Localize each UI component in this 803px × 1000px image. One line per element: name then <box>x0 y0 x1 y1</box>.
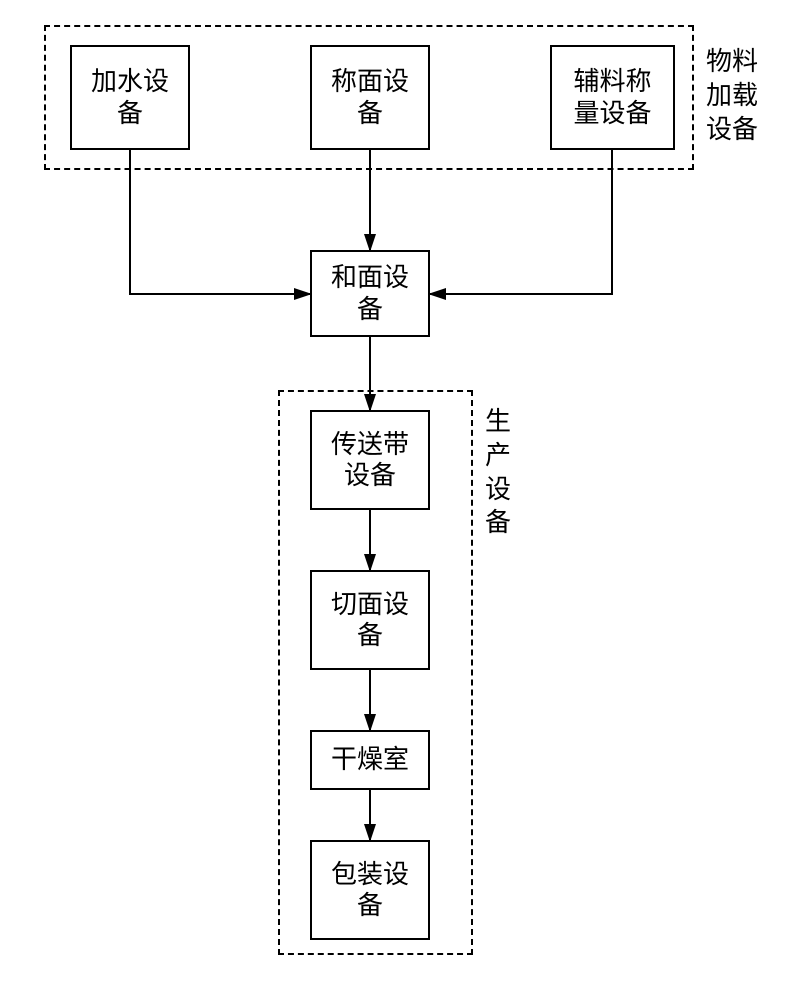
node-aux: 辅料称 量设备 <box>550 45 675 150</box>
label-material-loading: 物料 加载 设备 <box>702 45 762 146</box>
label-production: 生 产 设 备 <box>483 405 513 540</box>
node-conveyor: 传送带 设备 <box>310 410 430 510</box>
node-weigh: 称面设 备 <box>310 45 430 150</box>
node-dry: 干燥室 <box>310 730 430 790</box>
edge-water-mix <box>130 150 310 294</box>
edge-aux-mix <box>430 150 612 294</box>
node-cut: 切面设 备 <box>310 570 430 670</box>
node-water: 加水设 备 <box>70 45 190 150</box>
node-mix: 和面设 备 <box>310 250 430 337</box>
node-pack: 包装设 备 <box>310 840 430 940</box>
